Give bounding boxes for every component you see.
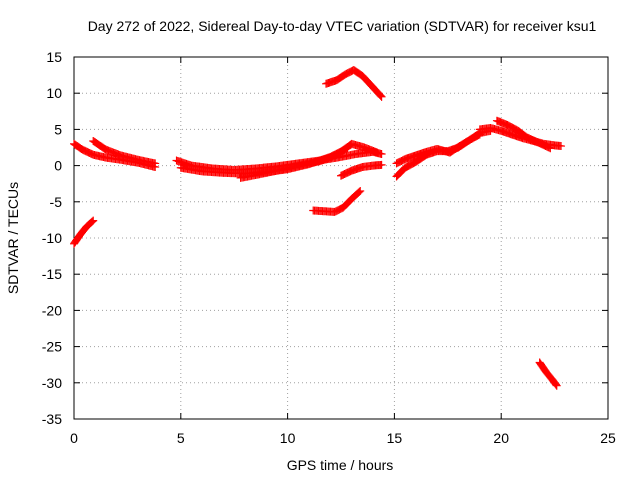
- data-point: [376, 91, 385, 100]
- y-tick-label: 10: [46, 85, 62, 101]
- y-tick-label: -30: [42, 375, 62, 391]
- data-point: [377, 92, 386, 101]
- x-tick-label: 0: [70, 430, 78, 446]
- data-series-arc-13: [492, 116, 555, 153]
- x-tick-label: 20: [493, 430, 509, 446]
- y-tick-label: 0: [54, 158, 62, 174]
- data-point: [354, 188, 363, 197]
- data-point: [87, 218, 96, 227]
- data-point: [356, 186, 365, 195]
- x-axis-label: GPS time / hours: [287, 457, 394, 473]
- y-tick-label: -20: [42, 302, 62, 318]
- x-tick-label: 15: [387, 430, 403, 446]
- data-point: [474, 131, 483, 140]
- data-point: [151, 159, 160, 168]
- x-tick-label: 10: [280, 430, 296, 446]
- data-point: [546, 144, 555, 153]
- data-point: [557, 142, 566, 151]
- grid-lines: [74, 57, 608, 419]
- data-series-arc-14: [535, 358, 561, 390]
- y-axis-label: SDTVAR / TECUs: [5, 182, 21, 294]
- y-tick-labels: 15 10 5 0 -5 -10 -15 -20 -25 -30 -35: [42, 49, 62, 427]
- x-tick-labels: 0 5 10 15 20 25: [70, 430, 616, 446]
- data-point: [373, 148, 382, 157]
- data-points: [70, 66, 566, 390]
- y-tick-label: -35: [42, 411, 62, 427]
- tick-marks: [73, 56, 609, 420]
- data-point: [551, 379, 560, 388]
- data-point: [355, 187, 364, 196]
- data-series-arc-3: [89, 136, 160, 168]
- data-point: [377, 160, 386, 169]
- y-tick-label: 15: [46, 49, 62, 65]
- data-point: [552, 381, 561, 390]
- data-series-arc-1: [70, 216, 98, 248]
- data-point: [552, 380, 561, 389]
- data-series-arc-11: [392, 130, 484, 168]
- y-tick-label: -25: [42, 339, 62, 355]
- data-point: [377, 150, 386, 159]
- data-series-arc-7: [322, 66, 386, 101]
- y-tick-label: -10: [42, 230, 62, 246]
- data-series-arc-9: [337, 160, 386, 180]
- data-series-arc-6: [236, 139, 382, 182]
- y-tick-label: -5: [50, 194, 63, 210]
- data-point: [89, 216, 98, 225]
- chart-title: Day 272 of 2022, Sidereal Day-to-day VTE…: [88, 18, 597, 34]
- x-tick-label: 5: [177, 430, 185, 446]
- data-series-arc-8: [309, 186, 365, 216]
- data-point: [375, 90, 384, 99]
- y-tick-label: 5: [54, 121, 62, 137]
- x-tick-label: 25: [600, 430, 616, 446]
- data-point: [88, 217, 97, 226]
- y-tick-label: -15: [42, 266, 62, 282]
